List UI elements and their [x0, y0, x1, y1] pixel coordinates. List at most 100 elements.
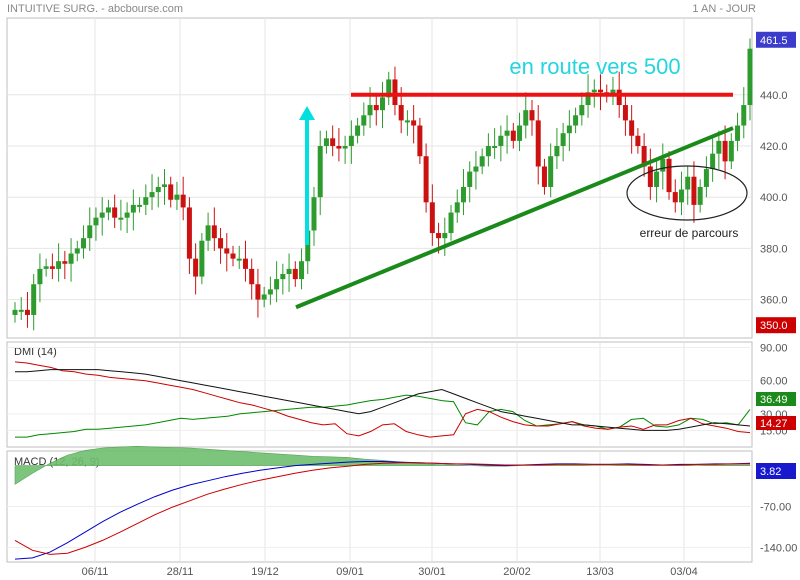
candle-body	[230, 253, 236, 259]
candle-body	[68, 253, 74, 264]
candle-body	[112, 207, 118, 218]
candle-body	[448, 212, 454, 234]
candle-body	[510, 130, 516, 141]
dmi-last-label-2: 14.27	[760, 418, 788, 430]
y-tick-label: 420.0	[760, 141, 788, 153]
candle-body	[193, 258, 199, 277]
candle-body	[423, 156, 429, 203]
candle-body	[386, 79, 392, 98]
min-price-label: 350.0	[760, 320, 788, 332]
y-tick-label: -140.00	[760, 542, 797, 554]
candle-body	[479, 156, 485, 167]
support-trendline	[295, 126, 734, 310]
candle-body	[224, 248, 230, 254]
candle-body	[635, 135, 641, 146]
candle-body	[168, 184, 174, 200]
candle-body	[255, 284, 261, 300]
candle-body	[517, 125, 523, 141]
candle-body	[299, 261, 305, 280]
dmi-series-line	[15, 369, 751, 431]
x-tick-label: 03/04	[670, 566, 698, 578]
candle-body	[697, 186, 703, 205]
y-tick-label: 90.00	[760, 343, 788, 355]
y-tick-label: 380.0	[760, 243, 788, 255]
candle-body	[274, 279, 280, 290]
candle-body	[305, 230, 311, 262]
candle-body	[118, 217, 124, 220]
candle-body	[666, 158, 672, 193]
candle-body	[373, 105, 379, 111]
candle-body	[629, 120, 635, 136]
candle-body	[591, 89, 597, 93]
y-tick-label: 400.0	[760, 192, 788, 204]
candle-body	[137, 204, 143, 207]
candle-body	[211, 225, 217, 239]
highlight-ellipse	[626, 165, 748, 221]
candle-body	[678, 189, 684, 203]
candle-body	[348, 135, 354, 146]
candle-body	[62, 261, 68, 264]
up-arrow-head	[299, 106, 315, 120]
candle-body	[93, 217, 99, 226]
pane-frame-1	[6, 17, 753, 339]
x-tick-label: 13/03	[586, 566, 614, 578]
candle-body	[716, 140, 722, 154]
candle-body	[24, 309, 30, 315]
last-price-box	[756, 31, 796, 48]
candle-body	[18, 309, 24, 312]
candle-body	[703, 169, 709, 187]
candle-body	[31, 284, 37, 315]
candle-body	[398, 105, 404, 121]
candle-body	[143, 197, 149, 205]
candle-body	[99, 212, 105, 218]
candle-body	[641, 146, 647, 167]
dmi-last-box-2	[756, 416, 796, 430]
candle-body	[199, 240, 205, 277]
candle-body	[155, 186, 161, 193]
candle-body	[685, 176, 691, 190]
chart-title: INTUITIVE SURG. - abcbourse.com	[7, 3, 184, 15]
candle-body	[616, 89, 622, 106]
headline-annotation: en route vers 500	[509, 54, 680, 79]
x-tick-label: 06/11	[82, 566, 109, 578]
candle-body	[392, 79, 398, 106]
x-tick-label: 28/11	[167, 566, 194, 578]
candle-body	[280, 274, 286, 280]
x-tick-label: 30/01	[418, 566, 446, 578]
candle-body	[124, 212, 130, 218]
candle-body	[330, 138, 336, 146]
candle-body	[249, 268, 255, 285]
candle-body	[741, 105, 747, 126]
candle-body	[735, 125, 741, 141]
candle-body	[361, 115, 367, 126]
candle-body	[454, 202, 460, 213]
candle-body	[504, 130, 510, 136]
candle-body	[380, 97, 385, 111]
candle-body	[691, 176, 697, 205]
candle-body	[37, 268, 43, 285]
macd-series-line	[14, 462, 750, 555]
dmi-series-line	[15, 394, 751, 438]
candle-body	[660, 158, 666, 172]
candle-body	[81, 238, 87, 249]
candle-body	[56, 261, 62, 269]
candle-body	[242, 258, 248, 269]
candle-body	[149, 192, 155, 198]
note-annotation: erreur de parcours	[640, 226, 739, 240]
x-tick-label: 20/02	[503, 566, 531, 578]
y-tick-label: 360.0	[760, 295, 788, 307]
min-price-box	[756, 317, 796, 334]
candle-body	[12, 309, 18, 315]
candle-body	[317, 146, 323, 198]
dmi-series-line	[14, 361, 751, 438]
candle-body	[554, 146, 560, 157]
candle-body	[467, 171, 473, 187]
candle-body	[161, 184, 167, 187]
y-tick-label: -70.00	[760, 502, 791, 514]
candle-body	[174, 194, 180, 200]
candle-body	[180, 194, 186, 208]
candle-body	[622, 105, 628, 121]
candle-body	[87, 225, 93, 239]
candle-body	[529, 110, 535, 121]
